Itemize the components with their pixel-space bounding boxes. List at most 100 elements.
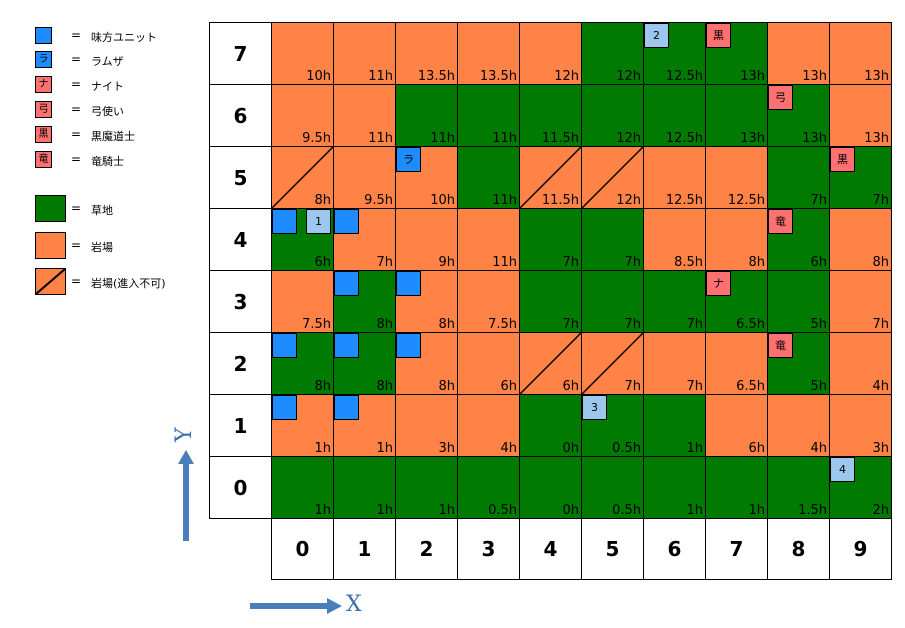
tile-height: 12h <box>616 193 641 208</box>
enemy-unit-marker[interactable]: 黒 <box>830 147 855 172</box>
tile-height: 8h <box>872 255 889 270</box>
row-label: 5 <box>209 146 272 209</box>
rock-tile: 7.5h <box>271 270 334 333</box>
ally-unit-marker[interactable]: 4 <box>830 457 855 482</box>
tile-height: 6.5h <box>736 317 765 332</box>
ally-unit-marker[interactable]: 3 <box>582 395 607 420</box>
tile-height: 1h <box>376 441 393 456</box>
row-label: 7 <box>209 22 272 85</box>
ally-unit-marker[interactable] <box>272 209 297 234</box>
grass-tile: 1h <box>643 456 706 519</box>
enemy-unit-marker[interactable]: 竜 <box>768 333 793 358</box>
enemy-unit-marker[interactable]: 竜 <box>768 209 793 234</box>
ally-unit-marker[interactable] <box>334 209 359 234</box>
enemy-unit-marker[interactable]: 黒 <box>706 23 731 48</box>
ally-unit-marker[interactable] <box>396 271 421 296</box>
legend-swatch <box>35 195 66 222</box>
tile-height: 9h <box>438 255 455 270</box>
grass-tile: 1h <box>333 456 396 519</box>
grass-tile: 7h <box>581 270 644 333</box>
impassable-diagonal-icon <box>520 147 581 208</box>
legend-equals: = <box>71 102 82 116</box>
tile-height: 13.5h <box>479 69 517 84</box>
tile-height: 4h <box>500 441 517 456</box>
ally-unit-marker[interactable] <box>334 333 359 358</box>
ally-unit-marker[interactable]: 2 <box>644 23 669 48</box>
tile-height: 8h <box>438 317 455 332</box>
tile-height: 1h <box>314 503 331 518</box>
grass-tile: 12h <box>581 84 644 147</box>
tile-height: 8h <box>376 379 393 394</box>
tile-height: 12h <box>554 69 579 84</box>
tile-height: 11h <box>430 131 455 146</box>
ally-unit-marker[interactable] <box>334 395 359 420</box>
grass-tile: 12.5h <box>643 84 706 147</box>
rock-tile: 13.5h <box>395 22 458 85</box>
rock-tile: 4h <box>457 394 520 457</box>
rock-tile: 12.5h <box>643 146 706 209</box>
tile-height: 11h <box>492 193 517 208</box>
x-axis-arrow-icon <box>250 598 342 614</box>
enemy-unit-marker[interactable]: ナ <box>706 271 731 296</box>
legend-swatch: ラ <box>35 51 52 68</box>
tile-height: 6.5h <box>736 379 765 394</box>
legend-equals: = <box>71 152 82 166</box>
rock-tile: 12.5h <box>705 146 768 209</box>
ally-unit-marker[interactable] <box>272 395 297 420</box>
tile-height: 5h <box>810 379 827 394</box>
rock-tile: 3h <box>829 394 892 457</box>
grass-tile: 11h <box>457 84 520 147</box>
legend: = 味方ユニットラ = ラムザナ = ナイト弓 = 弓使い黒 = 黒魔道士竜 = 竜騎士 = 草地 = 岩場 =… <box>0 0 205 300</box>
tile-height: 7h <box>872 317 889 332</box>
ally-unit-marker[interactable] <box>272 333 297 358</box>
tile-height: 8h <box>438 379 455 394</box>
grass-tile: 0.5h <box>581 456 644 519</box>
tile-height: 7.5h <box>302 317 331 332</box>
ally-unit-marker[interactable] <box>334 271 359 296</box>
tile-height: 13h <box>864 131 889 146</box>
x-axis-label: X <box>346 592 362 617</box>
row-label: 4 <box>209 208 272 271</box>
tile-height: 11h <box>368 69 393 84</box>
column-label: 9 <box>829 518 892 580</box>
legend-equals: = <box>71 127 82 141</box>
grass-tile: 1.5h <box>767 456 830 519</box>
rock-tile: 3h <box>395 394 458 457</box>
tile-height: 7h <box>376 255 393 270</box>
impassable-diagonal-icon <box>520 333 581 394</box>
grass-tile: 7h <box>519 208 582 271</box>
rock-tile: 7h <box>829 270 892 333</box>
tile-height: 9.5h <box>364 193 393 208</box>
row-label: 3 <box>209 270 272 333</box>
column-label: 6 <box>643 518 706 580</box>
row-label: 1 <box>209 394 272 457</box>
impassable-diagonal-icon <box>582 147 643 208</box>
tile-height: 1h <box>376 503 393 518</box>
column-label: 1 <box>333 518 396 580</box>
tile-height: 7h <box>562 317 579 332</box>
legend-label: ラムザ <box>91 55 124 68</box>
ally-unit-marker[interactable]: ラ <box>396 147 421 172</box>
column-label: 0 <box>271 518 334 580</box>
y-axis-arrow-icon <box>178 450 194 541</box>
ally-unit-marker[interactable] <box>396 333 421 358</box>
legend-equals: = <box>71 238 82 252</box>
legend-swatch: ナ <box>35 76 52 93</box>
legend-equals: = <box>71 77 82 91</box>
legend-equals: = <box>71 52 82 66</box>
enemy-unit-marker[interactable]: 弓 <box>768 85 793 110</box>
tile-height: 7h <box>686 317 703 332</box>
tile-height: 8h <box>748 255 765 270</box>
tile-height: 11.5h <box>541 193 579 208</box>
tile-height: 11h <box>368 131 393 146</box>
tile-height: 1h <box>748 503 765 518</box>
tile-height: 7h <box>624 317 641 332</box>
legend-swatch <box>35 268 66 295</box>
ally-unit-marker[interactable]: 1 <box>306 209 331 234</box>
legend-swatch: 竜 <box>35 151 52 168</box>
grass-tile: 11.5h <box>519 84 582 147</box>
legend-label: 岩場 <box>91 241 113 254</box>
impassable-diagonal-icon <box>272 147 333 208</box>
legend-swatch: 弓 <box>35 101 52 118</box>
tile-height: 13.5h <box>417 69 455 84</box>
